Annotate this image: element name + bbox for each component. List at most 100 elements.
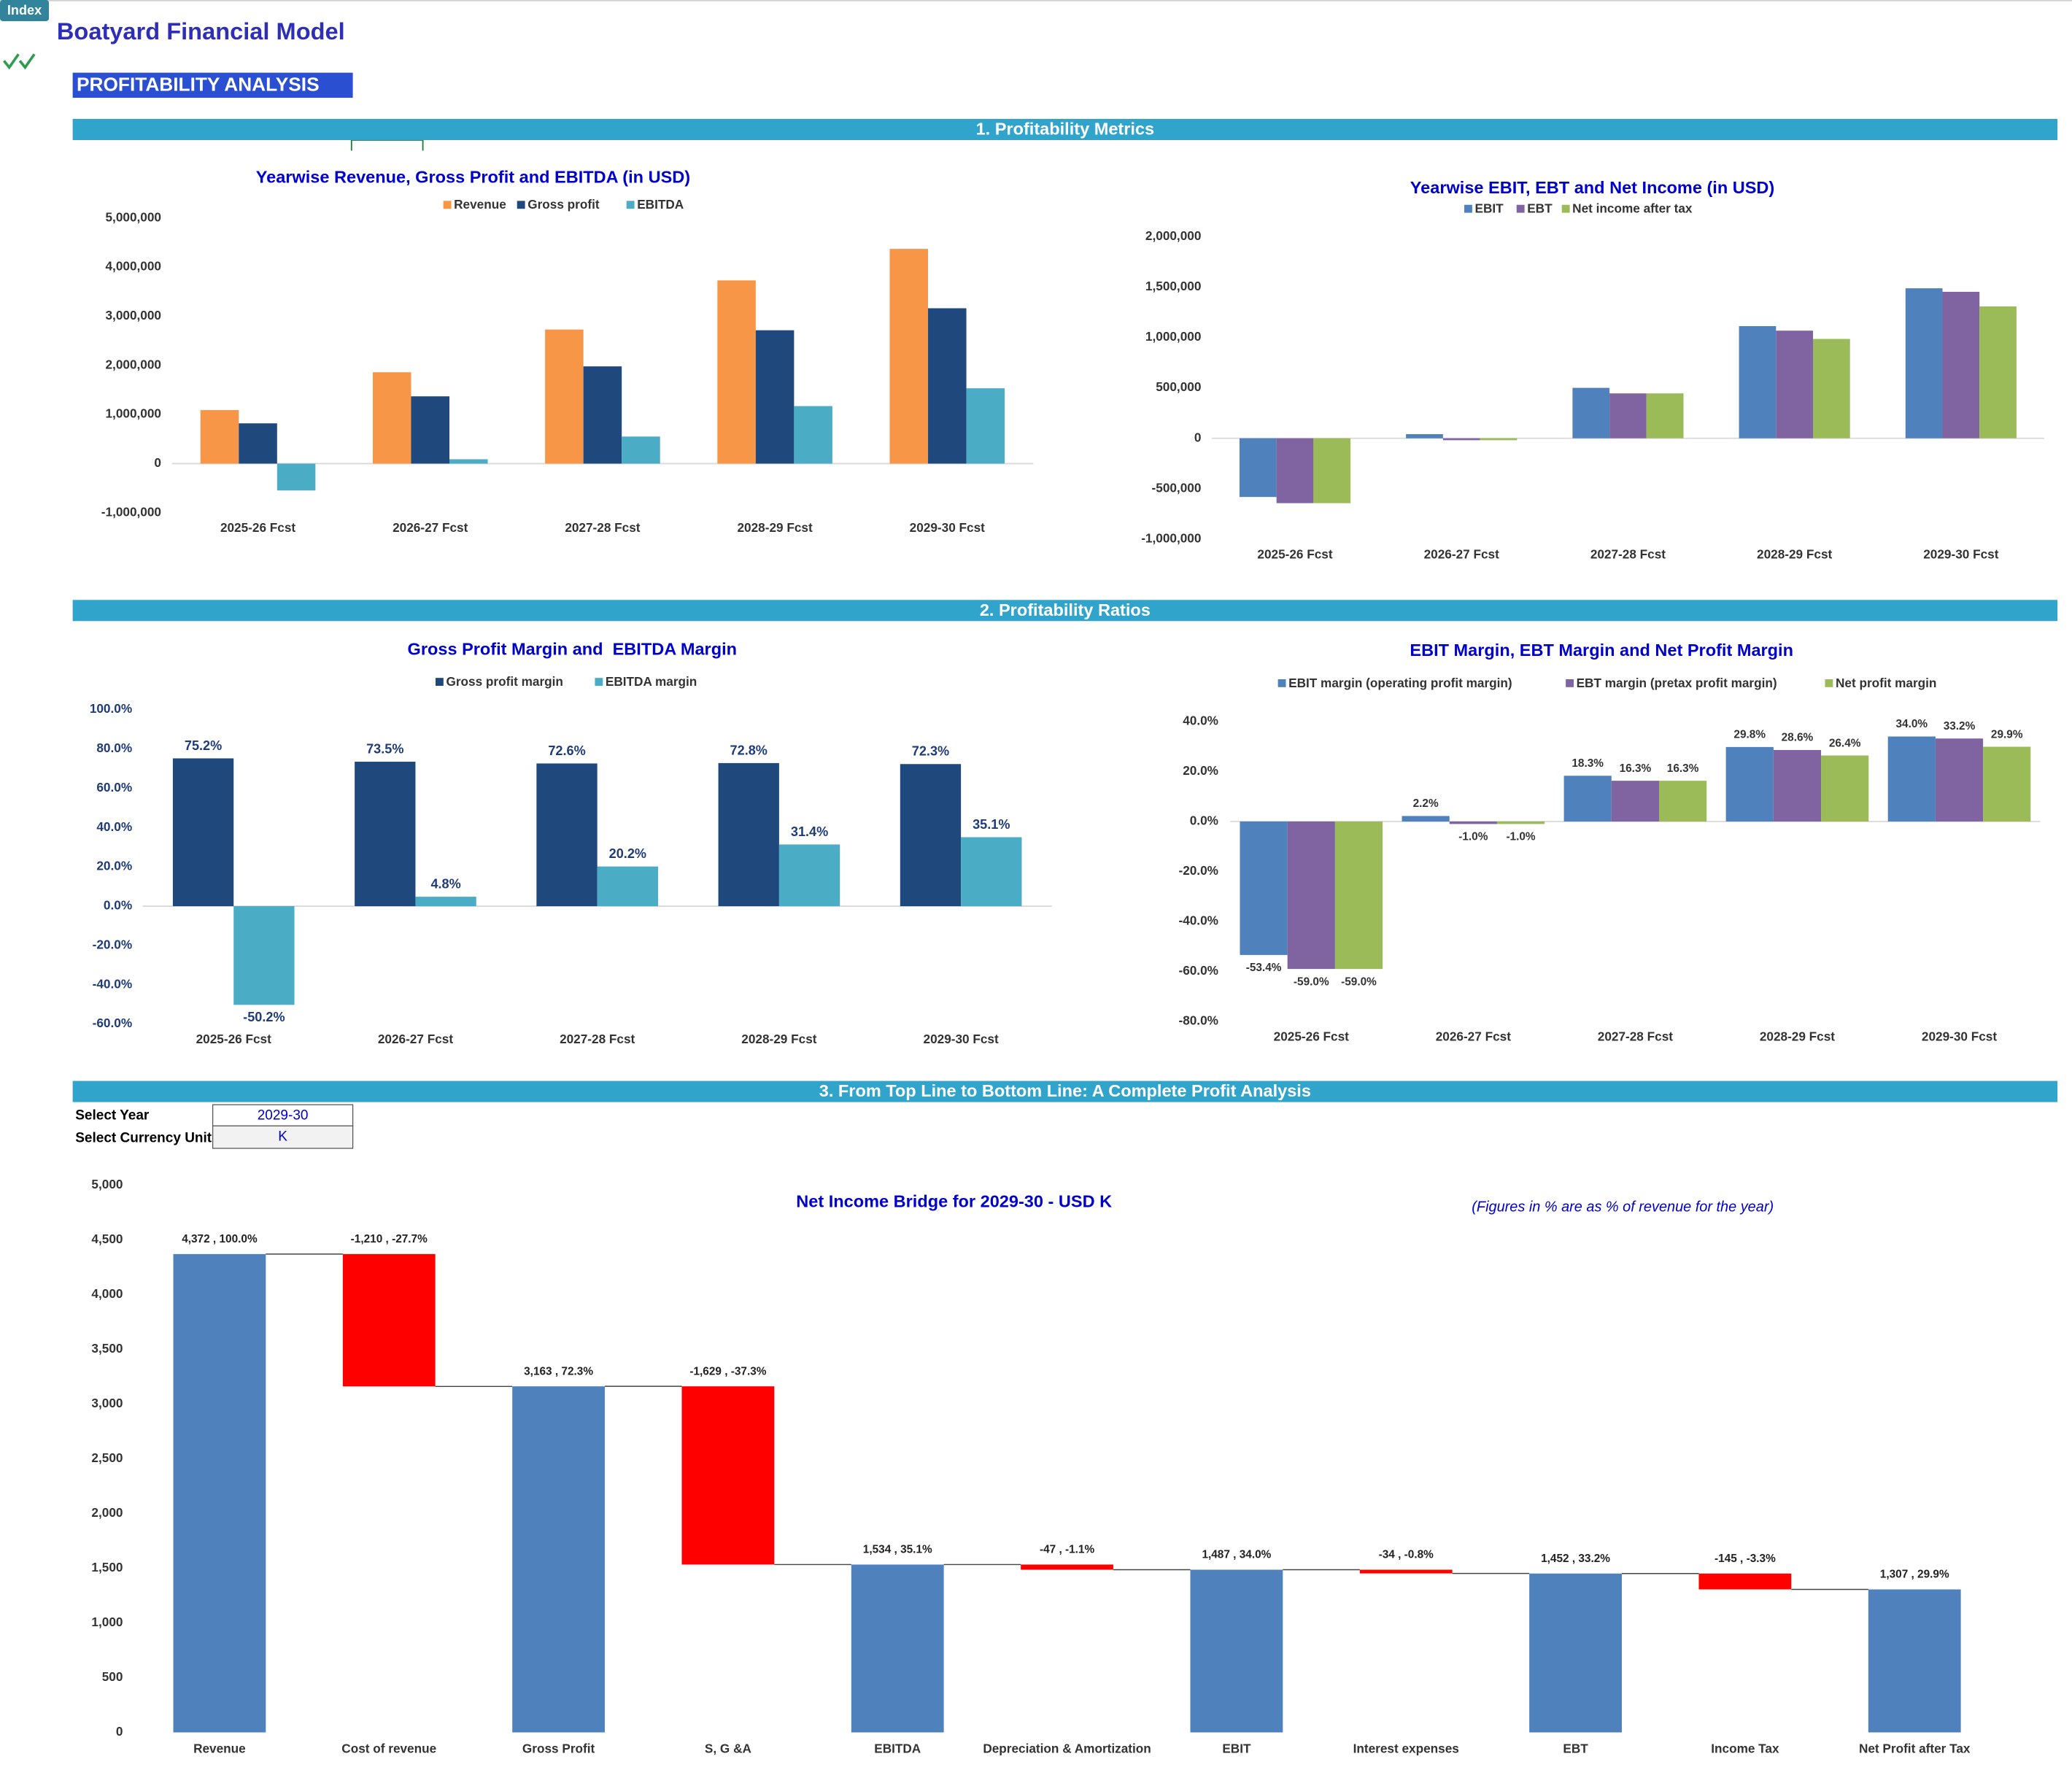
bar	[1739, 325, 1777, 438]
bar	[718, 762, 779, 907]
bar	[1812, 339, 1850, 438]
legend-label: Gross profit	[527, 197, 600, 212]
bar	[622, 436, 660, 464]
bar	[717, 280, 756, 464]
data-label: 4,372 , 100.0%	[182, 1233, 258, 1245]
x-tick-label: 2026-27 Fcst	[378, 1032, 453, 1046]
legend-label: EBITDA	[637, 197, 684, 212]
y-tick-label: 500	[102, 1669, 123, 1684]
bar	[928, 308, 967, 464]
bar	[1240, 821, 1288, 955]
bar	[172, 758, 234, 907]
bar	[1725, 746, 1774, 822]
y-tick-label: -60.0%	[93, 1016, 132, 1030]
y-tick-label: 4,000	[91, 1286, 123, 1301]
data-label: -47 , -1.1%	[1040, 1544, 1095, 1556]
bar	[961, 837, 1022, 907]
bar	[1609, 393, 1647, 438]
legend-swatch	[1566, 679, 1574, 687]
chart-title: Yearwise Revenue, Gross Profit and EBITD…	[256, 168, 690, 187]
model-title: Boatyard Financial Model	[57, 18, 345, 45]
bar	[536, 763, 598, 907]
legend-label: EBT margin (pretax profit margin)	[1577, 676, 1777, 690]
x-tick-label: Interest expenses	[1353, 1742, 1459, 1756]
chart-title: Gross Profit Margin and EBITDA Margin	[408, 639, 737, 658]
index-button[interactable]	[0, 0, 50, 21]
data-label: -59.0%	[1341, 975, 1377, 988]
data-label: 31.4%	[791, 824, 828, 839]
y-tick-label: 1,000,000	[1145, 329, 1201, 344]
data-label: 72.8%	[730, 743, 768, 757]
bar	[1287, 821, 1335, 970]
bar	[778, 844, 840, 907]
y-tick-label: 0.0%	[1190, 813, 1218, 828]
bar	[851, 1564, 944, 1733]
y-tick-label: 80.0%	[96, 741, 132, 755]
x-tick-label: 2026-27 Fcst	[393, 520, 468, 535]
page-banner	[72, 72, 353, 98]
bar	[1190, 1569, 1283, 1733]
data-label: 1,452 , 33.2%	[1541, 1553, 1610, 1565]
section-bar	[72, 1081, 2058, 1102]
data-label: -50.2%	[243, 1010, 285, 1024]
legend-swatch	[1277, 679, 1286, 687]
y-tick-label: -20.0%	[93, 937, 132, 951]
data-label: 1,534 , 35.1%	[863, 1544, 932, 1556]
y-tick-label: 1,500	[91, 1560, 123, 1574]
y-tick-label: 5,000	[91, 1177, 123, 1191]
x-tick-label: 2025-26 Fcst	[1274, 1029, 1349, 1043]
selector-label: Select Year	[75, 1108, 150, 1124]
data-label: 29.9%	[1991, 728, 2023, 741]
bar	[900, 764, 962, 907]
x-tick-label: Cost of revenue	[341, 1742, 436, 1756]
selector-value[interactable]: K	[278, 1129, 287, 1145]
legend-label: Gross profit margin	[446, 674, 563, 689]
data-label: 2.2%	[1413, 797, 1439, 810]
y-tick-label: -40.0%	[93, 976, 132, 991]
x-tick-label: EBITDA	[874, 1742, 921, 1756]
y-tick-label: 20.0%	[1183, 763, 1218, 778]
unit-input[interactable]	[212, 1125, 354, 1149]
legend-label: EBITDA margin	[606, 674, 697, 689]
legend-swatch	[435, 678, 444, 687]
bar	[1887, 736, 1936, 822]
x-tick-label: EBT	[1563, 1742, 1588, 1756]
y-tick-label: 100.0%	[90, 701, 132, 716]
y-tick-label: 40.0%	[96, 819, 132, 834]
bar	[1402, 816, 1450, 822]
x-tick-label: EBIT	[1222, 1742, 1251, 1756]
data-label: 72.6%	[548, 743, 585, 758]
legend-label: EBIT	[1475, 201, 1504, 216]
legend-swatch	[626, 201, 635, 209]
bar	[1334, 821, 1383, 970]
y-tick-label: 20.0%	[96, 859, 132, 873]
data-label: 28.6%	[1782, 732, 1814, 744]
data-label: -34 , -0.8%	[1379, 1549, 1434, 1561]
selector-label: Select Currency Unit	[75, 1130, 212, 1145]
x-tick-label: 2029-30 Fcst	[1923, 546, 1998, 561]
bar	[372, 372, 411, 464]
y-tick-label: 4,000,000	[106, 259, 161, 274]
y-tick-label: 40.0%	[1183, 713, 1218, 727]
x-tick-label: 2028-29 Fcst	[1757, 546, 1832, 561]
bar	[1313, 438, 1351, 503]
selection-bracket	[350, 139, 424, 151]
index-button-label[interactable]: Index	[7, 3, 42, 18]
x-tick-label: Net Profit after Tax	[1859, 1742, 1971, 1756]
y-tick-label: 60.0%	[96, 780, 132, 795]
data-label: 16.3%	[1667, 762, 1699, 775]
bar	[415, 897, 476, 907]
section-title: 1. Profitability Metrics	[976, 120, 1155, 139]
bar	[512, 1386, 605, 1733]
x-tick-label: 2027-28 Fcst	[1590, 546, 1666, 561]
selector-value[interactable]: 2029-30	[258, 1108, 309, 1124]
data-label: 72.3%	[912, 744, 949, 759]
bar	[794, 406, 832, 464]
bar	[1021, 1564, 1113, 1570]
bar	[277, 463, 316, 491]
x-tick-label: 2028-29 Fcst	[741, 1032, 816, 1046]
data-label: 33.2%	[1944, 720, 1976, 733]
legend-swatch	[595, 678, 603, 687]
data-label: 35.1%	[973, 817, 1010, 832]
